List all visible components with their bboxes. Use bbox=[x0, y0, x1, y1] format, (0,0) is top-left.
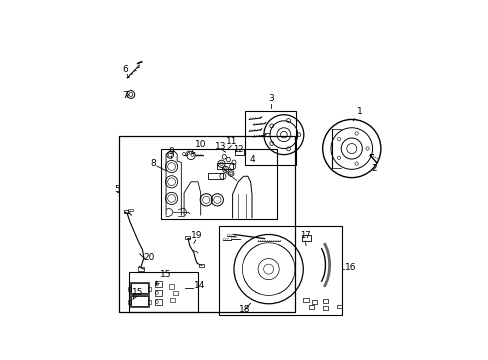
Text: 15: 15 bbox=[131, 288, 143, 300]
Text: 20: 20 bbox=[142, 253, 154, 262]
Bar bbox=[244, 111, 296, 165]
Bar bbox=[173, 291, 178, 296]
Bar bbox=[147, 300, 150, 304]
Text: 15: 15 bbox=[155, 270, 171, 284]
Text: 10: 10 bbox=[191, 140, 206, 154]
Bar bbox=[234, 149, 243, 156]
Bar bbox=[155, 290, 162, 296]
Bar bbox=[322, 306, 327, 310]
Bar bbox=[322, 299, 327, 303]
Text: 13: 13 bbox=[215, 142, 226, 151]
Bar bbox=[128, 272, 198, 312]
Bar bbox=[123, 210, 127, 213]
Bar bbox=[217, 163, 232, 169]
Bar bbox=[119, 136, 294, 312]
Bar bbox=[303, 298, 308, 302]
Bar bbox=[138, 267, 144, 271]
Text: 3: 3 bbox=[268, 94, 274, 103]
Bar bbox=[131, 296, 148, 306]
Bar bbox=[155, 281, 162, 287]
Bar bbox=[128, 287, 131, 291]
Bar bbox=[130, 282, 149, 293]
Text: 9: 9 bbox=[168, 147, 174, 156]
Bar bbox=[207, 173, 223, 179]
Bar bbox=[130, 296, 149, 307]
Text: 11: 11 bbox=[225, 137, 237, 146]
Bar bbox=[128, 300, 131, 304]
Text: 12: 12 bbox=[233, 145, 244, 154]
Text: 2: 2 bbox=[370, 164, 376, 173]
Bar bbox=[308, 305, 314, 309]
Bar bbox=[199, 264, 203, 267]
Text: 14: 14 bbox=[193, 281, 205, 290]
Bar bbox=[185, 236, 190, 239]
Bar bbox=[170, 298, 175, 302]
Text: 7: 7 bbox=[122, 91, 128, 100]
Bar bbox=[301, 235, 310, 241]
Bar bbox=[311, 301, 317, 304]
Text: 1: 1 bbox=[352, 107, 362, 121]
Bar bbox=[160, 149, 276, 219]
Bar bbox=[155, 299, 162, 305]
Bar bbox=[168, 284, 173, 288]
Text: 4: 4 bbox=[249, 154, 255, 163]
Bar bbox=[131, 283, 148, 293]
Text: 16: 16 bbox=[344, 263, 356, 272]
Bar bbox=[336, 305, 342, 309]
Text: 17: 17 bbox=[300, 231, 310, 240]
Bar bbox=[218, 226, 342, 315]
Bar bbox=[147, 287, 150, 291]
Bar bbox=[127, 209, 132, 211]
Text: 18: 18 bbox=[238, 305, 250, 314]
Text: 5: 5 bbox=[114, 185, 120, 194]
Text: 19: 19 bbox=[190, 231, 202, 240]
Text: 6: 6 bbox=[122, 65, 128, 74]
Text: 8: 8 bbox=[150, 159, 156, 168]
